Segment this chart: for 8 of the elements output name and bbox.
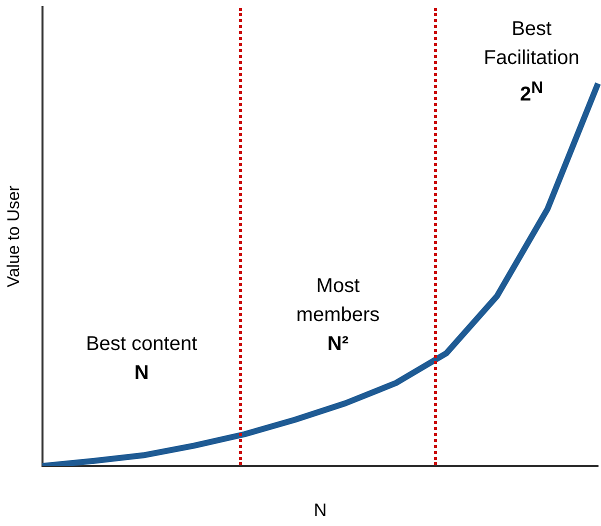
y-axis-title: Value to User bbox=[4, 185, 23, 288]
annotation: N bbox=[133, 361, 150, 386]
x-axis-title: N bbox=[314, 500, 327, 520]
annotation: 2$^{N}$ bbox=[519, 77, 544, 108]
annotation: Most members bbox=[295, 274, 381, 328]
text: Best Facilitation bbox=[482, 17, 580, 71]
annotation: Best content bbox=[84, 332, 198, 357]
annotation: N² bbox=[326, 332, 350, 357]
